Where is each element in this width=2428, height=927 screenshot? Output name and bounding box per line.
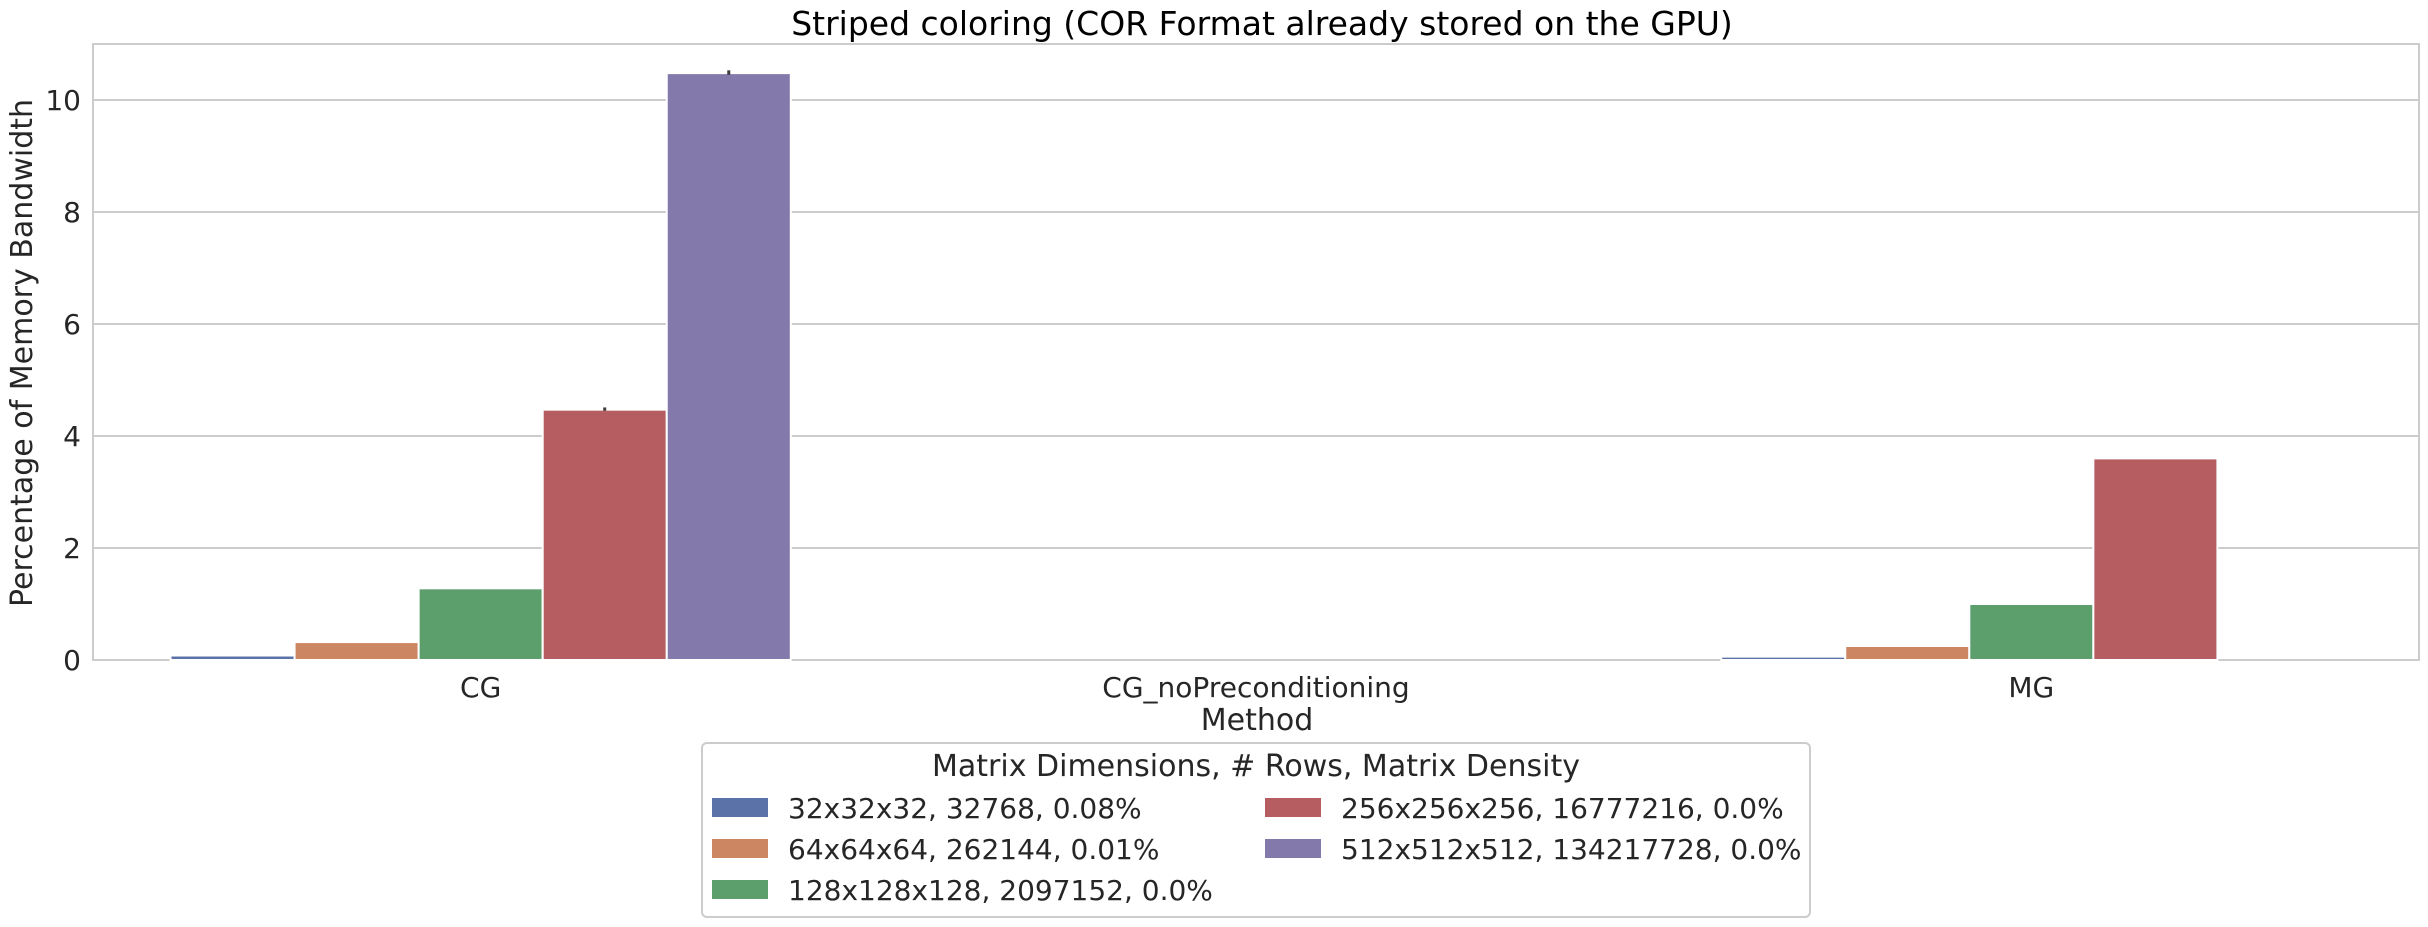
grid — [93, 99, 2419, 661]
legend-label: 64x64x64, 262144, 0.01% — [788, 833, 1159, 866]
bar — [417, 587, 544, 662]
legend-swatch — [712, 839, 768, 858]
axis-ticks: 0 2 4 6 8 10 CG CG_noPreconditioning MG — [45, 84, 2054, 704]
y-tick-label: 0 — [63, 644, 81, 677]
legend-label: 512x512x512, 134217728, 0.0% — [1341, 833, 1802, 866]
legend-swatch — [712, 880, 768, 899]
bar — [1968, 603, 2095, 661]
bar — [2092, 457, 2219, 661]
x-tick-label: MG — [2008, 671, 2054, 704]
legend-title: Matrix Dimensions, # Rows, Matrix Densit… — [932, 749, 1580, 784]
legend-swatch — [712, 798, 768, 817]
bar — [169, 654, 296, 662]
bar — [665, 72, 792, 662]
bar — [293, 641, 420, 662]
legend: Matrix Dimensions, # Rows, Matrix Densit… — [701, 742, 1811, 918]
x-axis-label: Method — [1201, 703, 1314, 738]
bar — [1720, 655, 1847, 662]
x-tick-label: CG — [460, 671, 501, 704]
bars — [169, 70, 2219, 662]
bar — [1844, 645, 1971, 661]
y-tick-label: 10 — [45, 84, 81, 117]
y-tick-label: 6 — [63, 308, 81, 341]
bar — [541, 408, 668, 661]
legend-label: 128x128x128, 2097152, 0.0% — [788, 874, 1213, 907]
legend-frame — [701, 742, 1811, 918]
y-tick-label: 4 — [63, 420, 81, 453]
legend-swatch — [1265, 798, 1321, 817]
y-axis-label: Percentage of Memory Bandwidth — [5, 99, 40, 607]
legend-label: 256x256x256, 16777216, 0.0% — [1341, 792, 1784, 825]
legend-label: 32x32x32, 32768, 0.08% — [788, 792, 1142, 825]
legend-swatch — [1265, 839, 1321, 858]
plot-area — [92, 43, 2420, 661]
x-tick-label: CG_noPreconditioning — [1102, 671, 1409, 704]
y-tick-label: 2 — [63, 532, 81, 565]
chart-title: Striped coloring (COR Format already sto… — [791, 4, 1733, 43]
y-tick-label: 8 — [63, 196, 81, 229]
